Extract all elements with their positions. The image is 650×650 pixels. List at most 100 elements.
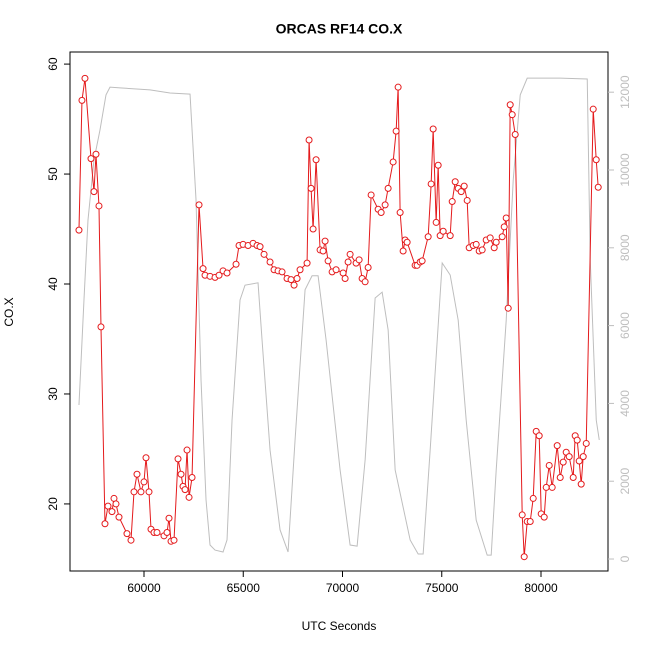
data-point xyxy=(460,182,468,190)
data-point xyxy=(569,474,577,482)
data-point xyxy=(594,183,602,191)
data-point xyxy=(556,474,564,482)
data-point xyxy=(381,201,389,209)
data-point xyxy=(341,275,349,283)
data-point xyxy=(90,188,98,196)
data-point xyxy=(403,238,411,246)
data-point xyxy=(582,439,590,447)
x-tick-label: 65000 xyxy=(227,581,261,595)
data-point xyxy=(137,488,145,496)
data-point xyxy=(260,250,268,258)
y-axis-label: CO.X xyxy=(2,297,16,326)
data-point xyxy=(145,488,153,496)
data-point xyxy=(392,127,400,135)
data-point xyxy=(486,234,494,242)
data-point xyxy=(177,470,185,478)
data-point xyxy=(92,150,100,158)
chart-title: ORCAS RF14 CO.X xyxy=(276,21,403,37)
data-point xyxy=(535,432,543,440)
data-point xyxy=(394,83,402,91)
data-point xyxy=(434,161,442,169)
y2-tick-label: 10000 xyxy=(618,153,632,187)
data-point xyxy=(163,529,171,537)
data-point xyxy=(199,265,207,273)
data-point xyxy=(181,486,189,494)
y2-tick-label: 12000 xyxy=(618,75,632,109)
data-point xyxy=(432,218,440,226)
y-tick-label: 50 xyxy=(46,167,60,181)
data-point xyxy=(478,246,486,254)
data-point xyxy=(472,240,480,248)
data-point xyxy=(321,237,329,245)
data-point xyxy=(542,483,550,491)
data-point xyxy=(115,513,123,521)
data-point xyxy=(95,202,103,210)
data-point xyxy=(256,243,264,251)
x-tick-label: 70000 xyxy=(326,581,360,595)
data-point xyxy=(312,156,320,164)
data-point xyxy=(293,275,301,283)
data-point xyxy=(504,304,512,312)
data-point xyxy=(592,156,600,164)
y2-tick-label: 4000 xyxy=(618,390,632,417)
data-point xyxy=(319,247,327,255)
data-point xyxy=(427,180,435,188)
data-point xyxy=(364,264,372,272)
data-point xyxy=(142,454,150,462)
data-point xyxy=(545,461,553,469)
data-point xyxy=(448,198,456,206)
data-point xyxy=(188,474,196,482)
x-tick-label: 60000 xyxy=(127,581,161,595)
data-point xyxy=(418,257,426,265)
data-point xyxy=(97,323,105,331)
data-point xyxy=(78,96,86,104)
data-point xyxy=(565,453,573,461)
data-point xyxy=(559,458,567,466)
data-point xyxy=(344,258,352,266)
data-point xyxy=(520,553,528,561)
data-point xyxy=(127,536,135,544)
data-point xyxy=(553,442,561,450)
data-point xyxy=(498,233,506,241)
data-point xyxy=(140,478,148,486)
data-point xyxy=(346,250,354,258)
data-point xyxy=(287,276,295,284)
data-point xyxy=(529,494,537,502)
data-point xyxy=(540,513,548,521)
data-point xyxy=(296,266,304,274)
y-tick-label: 30 xyxy=(46,387,60,401)
y-tick-label: 20 xyxy=(46,497,60,511)
plot-frame xyxy=(69,51,609,572)
x-tick-label: 75000 xyxy=(425,581,459,595)
data-point xyxy=(104,502,112,510)
y2-tick-label: 2000 xyxy=(618,468,632,495)
data-point xyxy=(81,74,89,82)
data-point xyxy=(506,101,514,109)
data-point xyxy=(573,436,581,444)
data-point xyxy=(355,256,363,264)
data-point xyxy=(153,529,161,537)
data-point xyxy=(303,259,311,267)
data-point xyxy=(133,470,141,478)
data-point xyxy=(367,191,375,199)
data-point xyxy=(424,233,432,241)
data-point xyxy=(439,227,447,235)
data-point xyxy=(223,269,231,277)
data-point xyxy=(183,446,191,454)
data-point xyxy=(500,223,508,231)
data-point xyxy=(361,278,369,286)
data-point xyxy=(399,247,407,255)
data-point xyxy=(589,105,597,113)
data-point xyxy=(526,518,534,526)
data-point xyxy=(75,226,83,234)
x-tick-label: 80000 xyxy=(524,581,558,595)
data-point xyxy=(396,209,404,217)
data-point xyxy=(290,281,298,289)
data-point xyxy=(492,238,500,246)
y-tick-label: 40 xyxy=(46,277,60,291)
data-point xyxy=(108,508,116,516)
y2-tick-label: 8000 xyxy=(618,234,632,261)
data-point xyxy=(185,493,193,501)
data-point xyxy=(548,483,556,491)
